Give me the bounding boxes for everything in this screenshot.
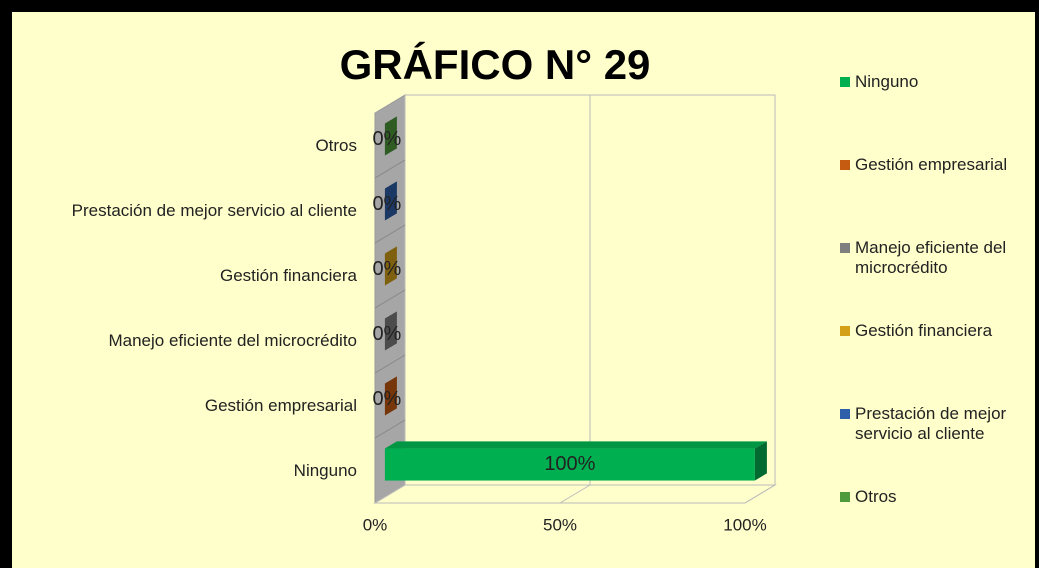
category-tick — [374, 289, 406, 309]
value-label: 0% — [372, 323, 401, 345]
bar — [384, 116, 397, 156]
chart-title: GRÁFICO N° 29 — [340, 41, 651, 88]
value-label: 100% — [544, 453, 595, 475]
grid-line-floor — [559, 484, 591, 504]
x-tick-label: 50% — [543, 515, 577, 534]
bar — [384, 376, 397, 416]
value-label: 0% — [372, 128, 401, 150]
bar — [384, 181, 397, 221]
bar-side — [384, 376, 397, 416]
legend-swatch — [840, 409, 850, 419]
category-label: Ninguno — [293, 460, 357, 480]
legend-item: Gestión empresarial — [840, 155, 1030, 175]
legend-swatch — [840, 77, 850, 87]
bar-side — [384, 116, 397, 156]
legend-swatch — [840, 326, 850, 336]
bar-side — [384, 181, 397, 221]
legend-label: Otros — [855, 487, 897, 506]
legend-item: Manejo eficiente del microcrédito — [840, 238, 1030, 278]
x-tick-label: 0% — [363, 515, 388, 534]
category-tick — [374, 419, 406, 439]
value-label: 0% — [372, 388, 401, 410]
legend-item: Otros — [840, 487, 1030, 507]
legend-swatch — [840, 243, 850, 253]
category-label: Gestión financiera — [219, 265, 357, 285]
category-label: Prestación de mejor servicio al cliente — [71, 200, 357, 220]
value-label: 0% — [372, 193, 401, 215]
grid-line-floor — [374, 484, 406, 504]
bar — [384, 441, 767, 481]
category-label: Manejo eficiente del microcrédito — [108, 330, 357, 350]
value-label: 0% — [372, 258, 401, 280]
legend-item: Ninguno — [840, 72, 1030, 92]
x-tick-label: 100% — [723, 515, 766, 534]
legend-swatch — [840, 492, 850, 502]
bar-side — [384, 311, 397, 351]
legend-label: Gestión empresarial — [855, 155, 1008, 174]
bar-side — [754, 441, 767, 481]
legend-label: Manejo eficiente del microcrédito — [855, 238, 1007, 277]
category-tick — [374, 354, 406, 374]
legend-label: Prestación de mejor servicio al cliente — [855, 404, 1007, 443]
category-tick — [374, 159, 406, 179]
category-label: Gestión empresarial — [204, 395, 357, 415]
bar — [384, 246, 397, 286]
grid-line-floor — [744, 484, 776, 504]
legend-label: Gestión financiera — [855, 321, 993, 340]
category-tick — [374, 224, 406, 244]
legend-label: Ninguno — [855, 72, 919, 91]
legend-item: Prestación de mejor servicio al cliente — [840, 404, 1030, 444]
legend-item: Gestión financiera — [840, 321, 1030, 341]
bar-front — [384, 448, 755, 481]
bar-top — [384, 441, 767, 449]
legend-swatch — [840, 160, 850, 170]
category-label: Otros — [315, 135, 357, 155]
bar-side — [384, 246, 397, 286]
bar — [384, 311, 397, 351]
